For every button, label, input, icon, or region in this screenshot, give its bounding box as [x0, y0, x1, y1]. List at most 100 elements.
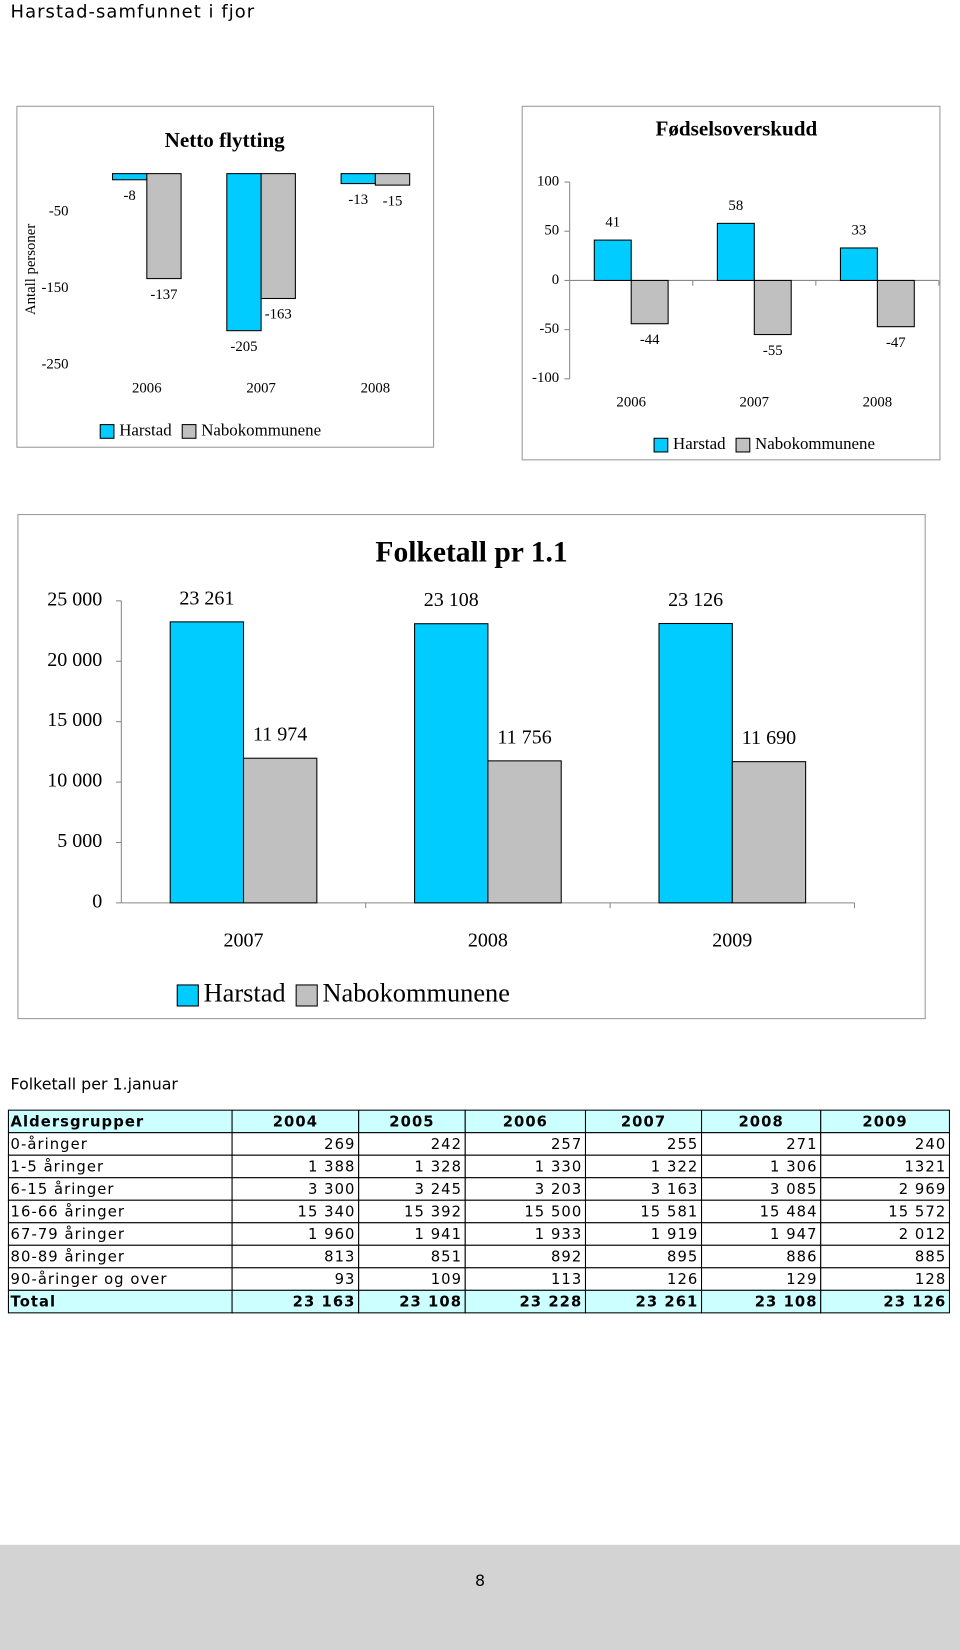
table-cell-text: 23 108	[399, 1294, 462, 1311]
footer-band	[0, 1544, 960, 1650]
table-cell-text: 128	[915, 1271, 946, 1288]
table-cell-text: 240	[915, 1136, 946, 1153]
data-label: 33	[852, 223, 867, 239]
table-cell-text: Total	[11, 1294, 57, 1311]
legend-label: Nabokommunene	[201, 420, 321, 439]
table-cell-text: 15 500	[524, 1204, 582, 1221]
bar	[242, 757, 318, 904]
data-label: -15	[383, 193, 403, 209]
table-cell-text: 109	[431, 1271, 462, 1288]
chart-frame	[16, 105, 435, 448]
y-tick-label: 100	[537, 173, 559, 189]
table-cell-text: 886	[786, 1249, 817, 1266]
bar	[487, 760, 562, 904]
x-tick-label: 2007	[740, 394, 770, 410]
table-cell-text: 3 300	[308, 1181, 356, 1198]
bar	[226, 173, 262, 332]
y-tick-label: 10 000	[47, 770, 102, 792]
data-label: -13	[348, 192, 368, 208]
table-header: 2005	[389, 1113, 434, 1130]
bar	[146, 173, 182, 280]
data-label: 11 690	[742, 727, 796, 749]
table-cell-text: 885	[915, 1249, 946, 1266]
table-cell-text: 6-15 åringer	[11, 1181, 115, 1198]
chart-title: Folketall pr 1.1	[375, 536, 567, 568]
x-tick-label: 2006	[616, 394, 646, 410]
table-header: 2004	[273, 1113, 318, 1130]
table-cell-text: 15 340	[298, 1204, 356, 1221]
y-tick-label: 0	[552, 272, 559, 288]
bar	[753, 279, 792, 336]
y-tick-label: -100	[532, 370, 559, 386]
x-tick-label: 2007	[246, 381, 276, 397]
table-cell-text: 23 228	[519, 1294, 582, 1311]
legend-swatch	[181, 424, 197, 439]
y-tick-label: 20 000	[47, 649, 102, 671]
x-tick-label: 2008	[863, 394, 893, 410]
x-tick-label: 2008	[361, 381, 391, 397]
legend-label: Nabokommunene	[755, 434, 875, 453]
y-tick-label: 0	[92, 890, 102, 912]
chart-title: Netto flytting	[165, 128, 286, 152]
table-cell-text: 93	[335, 1271, 356, 1288]
data-label: 58	[728, 198, 743, 214]
table-cell-text: 1 330	[535, 1159, 583, 1176]
table-cell-text: 1321	[904, 1159, 946, 1176]
table-cell-text: 15 484	[760, 1204, 818, 1221]
table-cell-text: 23 163	[293, 1294, 356, 1311]
legend-swatch	[653, 437, 669, 453]
bar	[374, 173, 411, 186]
table-header: 2009	[862, 1113, 907, 1130]
table-cell-text: 23 261	[636, 1294, 699, 1311]
legend-label: Harstad	[204, 979, 286, 1008]
legend-swatch	[735, 437, 751, 453]
table-cell-text: 23 108	[755, 1294, 818, 1311]
data-label: -44	[640, 332, 660, 348]
table-cell-text: 242	[431, 1136, 462, 1153]
x-tick-label: 2007	[223, 929, 263, 951]
data-label: -55	[763, 343, 783, 359]
data-label: 41	[605, 215, 620, 231]
data-label: -8	[124, 188, 136, 204]
table-cell-text: 269	[324, 1136, 355, 1153]
bar	[716, 222, 755, 281]
table-cell-text: 67-79 åringer	[11, 1226, 125, 1243]
data-label: 11 756	[497, 726, 551, 748]
data-label: -205	[230, 339, 257, 355]
y-tick-label: -150	[41, 280, 68, 296]
table-cell-text: 3 245	[415, 1181, 463, 1198]
legend-swatch	[176, 984, 199, 1007]
table-cell-text: 15 581	[640, 1204, 698, 1221]
table-cell-text: 3 085	[770, 1181, 818, 1198]
bar	[340, 173, 376, 185]
table-cell-text: 3 163	[651, 1181, 699, 1198]
x-tick-label: 2009	[712, 929, 752, 951]
data-label: 23 108	[424, 589, 479, 611]
table-cell-text: 1 328	[415, 1159, 463, 1176]
bar	[260, 173, 296, 300]
table-cell-text: 1 933	[535, 1226, 583, 1243]
table-cell-text: 80-89 åringer	[11, 1249, 125, 1266]
table-cell-text: 16-66 åringer	[11, 1204, 125, 1221]
bar	[593, 239, 632, 281]
table-cell-text: 1 322	[651, 1159, 699, 1176]
table-header: 2006	[503, 1113, 548, 1130]
table-cell	[820, 1289, 950, 1314]
table-cell-text: 3 203	[535, 1181, 583, 1198]
y-tick-label: -50	[49, 203, 69, 219]
table-cell-text: 90-åringer og over	[11, 1271, 168, 1288]
x-tick-label: 2006	[132, 381, 162, 397]
table-header: 2008	[738, 1113, 783, 1130]
bar	[876, 279, 915, 328]
table-cell-text: 15 392	[404, 1204, 462, 1221]
table-cell-text: 126	[667, 1271, 698, 1288]
bar	[839, 247, 878, 281]
legend-swatch	[99, 424, 115, 439]
table-cell-text: 257	[551, 1136, 582, 1153]
legend-label: Harstad	[673, 434, 726, 453]
y-tick-label: 25 000	[47, 588, 102, 610]
legend-swatch	[295, 984, 318, 1007]
data-label: -47	[886, 335, 906, 351]
table-cell-text: 1 941	[415, 1226, 463, 1243]
